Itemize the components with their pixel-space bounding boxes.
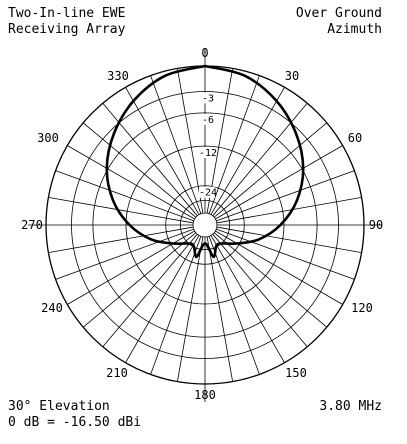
angle-label: 240 [41, 301, 63, 315]
grid-spoke [150, 236, 202, 375]
radial-label: -12 [199, 148, 217, 159]
angle-label: 300 [37, 131, 59, 145]
grid-spoke [150, 75, 202, 214]
angle-label: 150 [285, 366, 307, 380]
plot-footer-left: 30° Elevation 0 dB = -16.50 dBi [8, 399, 141, 431]
angle-label: 90 [369, 218, 383, 232]
grid-spoke [208, 75, 260, 214]
grid-spoke [67, 145, 195, 220]
grid-spoke [176, 236, 204, 382]
grid-spoke [210, 235, 285, 363]
grid-spoke [208, 236, 260, 375]
grid-spoke [48, 196, 194, 224]
angle-tick-labels: 0 30 60 90 120 150 180 210 240 270 300 330 [21, 46, 383, 402]
angle-label: 120 [351, 301, 373, 315]
radial-label: -6 [202, 115, 214, 126]
grid-spoke [216, 170, 355, 222]
grid-spoke [212, 102, 308, 217]
grid-spoke [125, 235, 200, 363]
angle-label: 330 [107, 69, 129, 83]
grid-spoke [213, 232, 328, 328]
plot-title-right: Over Ground Azimuth [296, 6, 382, 38]
angle-label: 210 [106, 366, 128, 380]
plot-plane: Azimuth [327, 22, 382, 37]
grid-spoke [48, 226, 194, 254]
grid-spoke [213, 122, 328, 218]
grid-spoke [212, 233, 308, 348]
grid-spoke [176, 68, 204, 214]
angle-label: 30 [285, 69, 299, 83]
angle-label: 0 [201, 46, 208, 60]
radial-label-bg [199, 92, 215, 104]
grid-spoke [216, 228, 355, 280]
angle-label: 60 [348, 131, 362, 145]
grid-spoke [216, 196, 362, 224]
ground-condition: Over Ground [295, 6, 382, 21]
angle-label: 270 [21, 218, 43, 232]
radial-label-bg [199, 186, 215, 198]
grid-spoke [206, 236, 234, 382]
grid-spoke [102, 233, 198, 348]
grid-spoke [215, 145, 343, 220]
frequency-label: 3.80 MHz [319, 399, 382, 414]
grid-spoke [102, 102, 198, 217]
grid-spoke [216, 226, 362, 254]
radial-tick-labels: -3 -6 -12 -24 [199, 92, 217, 199]
elevation-label: 30° Elevation [8, 399, 110, 414]
grid-spoke [82, 122, 197, 218]
radiation-pattern-trace [105, 64, 305, 259]
reference-gain-label: 0 dB = -16.50 dBi [8, 415, 142, 430]
antenna-name: Two-In-line EWE [8, 6, 126, 21]
plot-title-left: Two-In-line EWE Receiving Array [8, 6, 125, 38]
angle-label: 180 [194, 388, 216, 402]
radial-label-bg [199, 113, 215, 125]
grid-ring-center [192, 212, 218, 238]
antenna-type: Receiving Array [8, 22, 126, 37]
radial-label: -3 [202, 94, 214, 105]
grid-spoke [55, 228, 194, 280]
grid-spoke [210, 87, 285, 215]
grid-spoke [82, 232, 197, 328]
radial-label: -24 [199, 188, 217, 199]
grid-spoke [125, 87, 200, 215]
grid-spoke [55, 170, 194, 222]
radial-label-bg [199, 146, 215, 158]
plot-footer-right: 3.80 MHz [319, 399, 382, 415]
